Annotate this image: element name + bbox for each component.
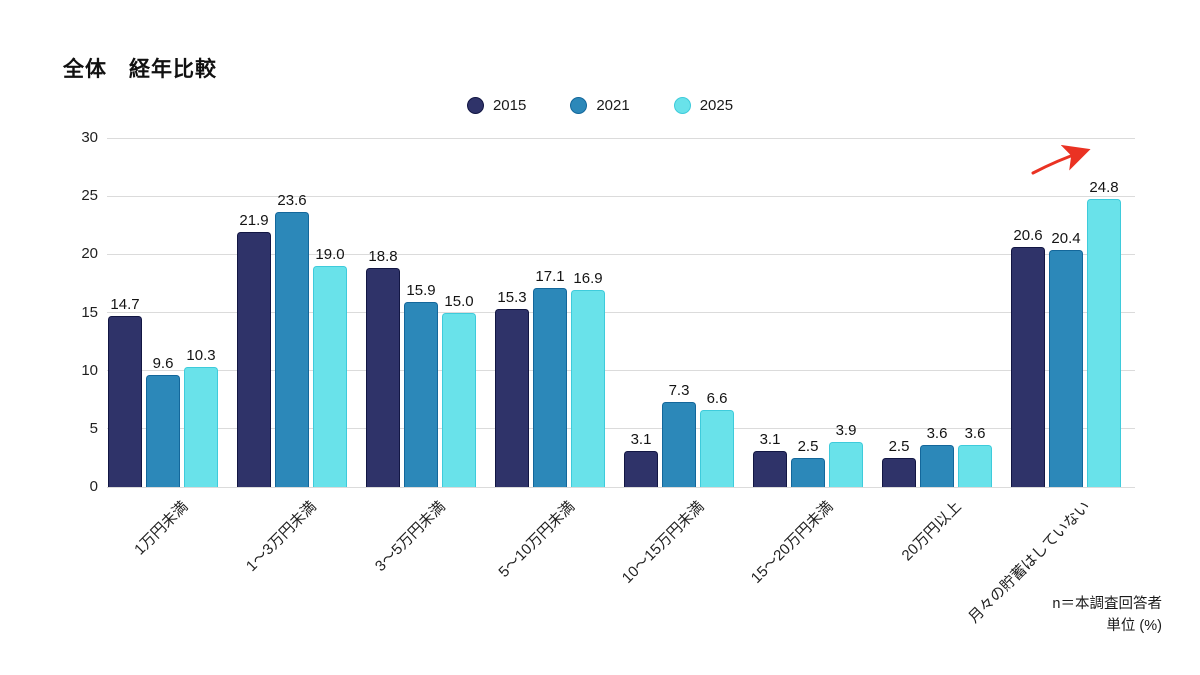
bar-2021 xyxy=(1049,249,1083,487)
bar-2021 xyxy=(275,212,309,487)
y-tick-label: 30 xyxy=(81,129,98,146)
y-tick-label: 25 xyxy=(81,187,98,205)
bar-group: 15.3 17.1 16.9 xyxy=(495,138,605,487)
x-tick-label: 1～3万円未満 xyxy=(243,498,321,575)
bar-value-label: 3.1 xyxy=(759,430,781,448)
bar-2025 xyxy=(184,367,218,487)
bar-2021 xyxy=(146,375,180,487)
bar-2021 xyxy=(404,302,438,487)
bar-2015 xyxy=(237,232,271,487)
bar-2015 xyxy=(366,268,400,487)
bar-group: 2.5 3.6 3.6 xyxy=(882,138,992,487)
y-tick-label: 10 xyxy=(81,361,98,379)
bar-2021 xyxy=(791,457,825,487)
bar-value-label: 20.4 xyxy=(1051,229,1081,247)
gridline xyxy=(107,312,1135,313)
bar-value-label: 6.6 xyxy=(706,390,728,408)
bar-2025 xyxy=(958,445,992,487)
bar-value-label: 3.9 xyxy=(835,421,857,439)
bar-2025 xyxy=(1087,198,1121,487)
x-tick-label: 5～10万円未満 xyxy=(495,498,579,581)
bar-2025 xyxy=(571,290,605,487)
legend: 2015 2021 2025 xyxy=(0,97,1200,114)
bar-value-label: 20.6 xyxy=(1013,227,1043,245)
bar-group: 3.1 2.5 3.9 xyxy=(753,138,863,487)
bar-value-label: 3.1 xyxy=(630,430,652,448)
x-tick-label: 3～5万円未満 xyxy=(372,498,450,575)
bar-value-label: 19.0 xyxy=(315,245,345,263)
legend-dot-icon xyxy=(673,97,691,114)
bar-value-label: 24.8 xyxy=(1089,178,1119,196)
bar-2015 xyxy=(753,450,787,487)
bar-group: 3.1 7.3 6.6 xyxy=(624,138,734,487)
bar-value-label: 3.6 xyxy=(926,425,948,443)
legend-item-2021: 2021 xyxy=(570,97,630,114)
bar-value-label: 21.9 xyxy=(239,212,269,230)
bar-value-label: 17.1 xyxy=(535,268,565,286)
bar-group: 14.7 9.6 10.3 xyxy=(108,138,218,487)
legend-item-2025: 2025 xyxy=(673,97,734,114)
gridline xyxy=(107,195,1135,197)
legend-label: 2025 xyxy=(699,97,734,114)
x-tick-label: 20万円以上 xyxy=(898,498,966,565)
y-tick-label: 20 xyxy=(81,245,98,263)
bar-2025 xyxy=(442,312,476,487)
bar-2025 xyxy=(313,265,347,487)
bar-value-label: 15.0 xyxy=(444,292,474,310)
bar-2015 xyxy=(624,450,658,487)
gridline xyxy=(107,253,1135,255)
bar-value-label: 9.6 xyxy=(152,355,174,373)
bar-2021 xyxy=(533,288,567,487)
bar-group: 21.9 23.6 19.0 xyxy=(237,138,347,487)
bar-value-label: 2.5 xyxy=(888,437,910,455)
bar-value-label: 15.9 xyxy=(406,282,436,300)
bar-value-label: 7.3 xyxy=(668,382,690,400)
y-tick-label: 15 xyxy=(81,303,98,321)
bar-2015 xyxy=(1011,247,1045,487)
y-tick-label: 0 xyxy=(89,478,98,495)
legend-label: 2021 xyxy=(596,97,630,114)
bar-group: 20.6 20.4 24.8 xyxy=(1011,138,1121,487)
bar-group: 18.8 15.9 15.0 xyxy=(366,138,476,487)
x-tick-label: 10～15万円未満 xyxy=(618,498,708,587)
footnote-line-2: 単位 (%) xyxy=(1106,618,1162,634)
bar-value-label: 18.8 xyxy=(368,248,398,266)
gridline xyxy=(107,428,1135,430)
bar-2021 xyxy=(920,445,954,487)
bar-2025 xyxy=(700,410,734,487)
legend-item-2015: 2015 xyxy=(466,97,527,114)
page-title: 全体 経年比較 xyxy=(63,58,217,81)
bar-value-label: 15.3 xyxy=(497,289,527,307)
bar-2025 xyxy=(829,441,863,487)
x-tick-label: 15～20万円未満 xyxy=(747,498,837,587)
bar-2015 xyxy=(495,309,529,487)
legend-dot-icon xyxy=(466,97,484,114)
bar-2021 xyxy=(662,402,696,487)
arrow-shaft xyxy=(1031,144,1091,175)
bar-2015 xyxy=(108,316,142,487)
bar-value-label: 2.5 xyxy=(797,437,819,455)
bar-value-label: 14.7 xyxy=(110,296,140,313)
y-tick-label: 5 xyxy=(89,419,98,437)
gridline xyxy=(107,137,1135,139)
bar-2015 xyxy=(882,457,916,487)
increase-arrow-icon xyxy=(1028,144,1098,179)
gridline xyxy=(107,370,1135,372)
footnote-line-1: n＝本調査回答者 xyxy=(1052,596,1162,612)
bar-value-label: 16.9 xyxy=(573,270,603,288)
x-tick-label: 1万円未満 xyxy=(130,498,192,559)
gridline xyxy=(107,486,1135,488)
bar-value-label: 10.3 xyxy=(186,347,216,365)
legend-label: 2015 xyxy=(492,97,527,114)
legend-dot-icon xyxy=(570,97,588,114)
bar-value-label: 23.6 xyxy=(277,192,307,210)
footnote: n＝本調査回答者 単位 (%) xyxy=(1052,593,1162,637)
bar-value-label: 3.6 xyxy=(964,425,986,443)
plot-area: 0 5 10 15 20 25 30 14.7 9.6 10.3 1万円未満 21.9 23.6 19.0… xyxy=(81,129,1135,627)
